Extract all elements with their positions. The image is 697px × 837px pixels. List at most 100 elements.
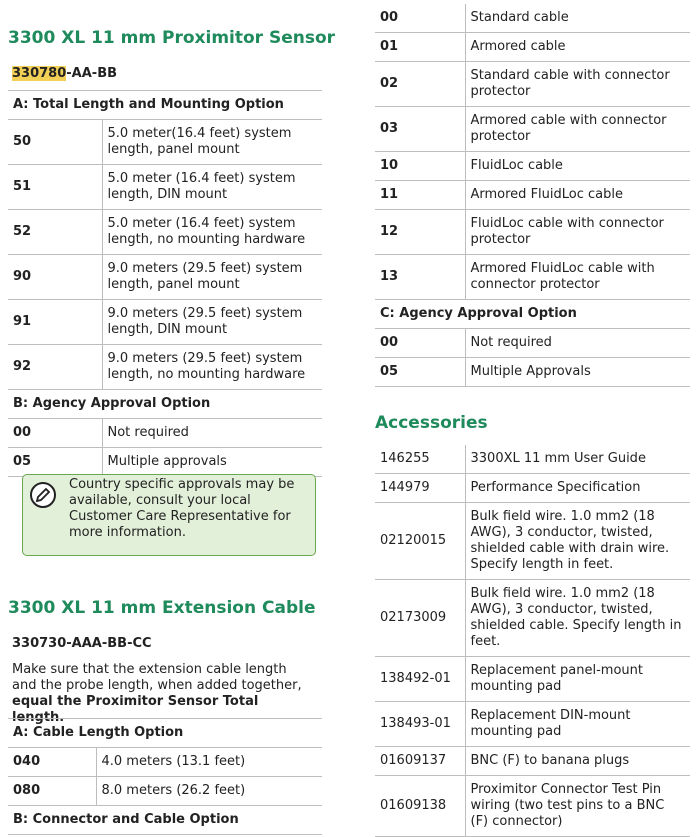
pencil-icon [30, 482, 56, 508]
code: 080 [8, 776, 97, 806]
code: 040 [8, 747, 97, 777]
code: 01609138 [375, 775, 466, 837]
row: 52 5.0 meter (16.4 feet) system length, n… [8, 209, 322, 255]
row: 05 Multiple Approvals [375, 357, 690, 387]
code: 02120015 [375, 502, 466, 580]
code: 138492-01 [375, 656, 466, 702]
table: A: Cable Length Option 040 4.0 meters (13.… [8, 718, 323, 835]
part-rest: -AA-BB [66, 66, 118, 81]
description: Performance Specification [465, 473, 690, 503]
intro-text: Make sure that the extension cable lengt… [12, 662, 302, 693]
row: 02173009 Bulk field wire. 1.0 mm2 (18 AWG… [375, 579, 690, 657]
part-number: 330780-AA-BB [12, 66, 117, 81]
description: Standard cable with connector protector [465, 61, 690, 107]
description: Armored cable with connector protector [465, 106, 690, 152]
row: 13 Armored FluidLoc cable with connector … [375, 254, 690, 300]
heading-row: A: Total Length and Mounting Option [8, 90, 322, 120]
heading: C: Agency Approval Option [375, 299, 690, 329]
code: 50 [8, 119, 103, 165]
code: 51 [8, 164, 103, 210]
description: Proximitor Connector Test Pin wiring (tw… [465, 775, 690, 837]
code: 91 [8, 299, 103, 345]
description: Armored FluidLoc cable with connector pr… [465, 254, 690, 300]
note-text: Country specific approvals may be availa… [69, 477, 295, 540]
row: 50 5.0 meter(16.4 feet) system length, pa… [8, 119, 322, 165]
description: Not required [465, 328, 690, 358]
row: 05 Multiple approvals [8, 447, 322, 477]
row: 11 Armored FluidLoc cable [375, 180, 690, 210]
section-title: Accessories [375, 413, 488, 433]
description: 3300XL 11 mm User Guide [465, 445, 690, 474]
row: 91 9.0 meters (29.5 feet) system length, … [8, 299, 322, 345]
row: 040 4.0 meters (13.1 feet) [8, 747, 323, 777]
tbody: A: Total Length and Mounting Option 50 5.0… [8, 90, 322, 477]
description: Bulk field wire. 1.0 mm2 (18 AWG), 3 con… [465, 579, 690, 657]
row: 146255 3300XL 11 mm User Guide [375, 445, 690, 474]
code: 144979 [375, 473, 466, 503]
row: 00 Not required [8, 418, 322, 448]
note-box: Country specific approvals may be availa… [22, 474, 316, 556]
row: 138492-01 Replacement panel-mount mountin… [375, 656, 690, 702]
heading-row: B: Agency Approval Option [8, 389, 322, 419]
code: 10 [375, 151, 466, 181]
option-tables: 00 Standard cable 01 Armored cable 02 Standar… [375, 4, 690, 387]
description: 5.0 meter(16.4 feet) system length, pane… [102, 119, 322, 165]
code: 01 [375, 32, 466, 62]
description: 5.0 meter (16.4 feet) system length, no … [102, 209, 322, 255]
intro: Make sure that the extension cable lengt… [12, 662, 312, 726]
description: Replacement DIN-mount mounting pad [465, 701, 690, 747]
description: Multiple Approvals [465, 357, 690, 387]
description: 9.0 meters (29.5 feet) system length, no… [102, 344, 322, 390]
code: 90 [8, 254, 103, 300]
row: 12 FluidLoc cable with connector protecto… [375, 209, 690, 255]
tbody: 146255 3300XL 11 mm User Guide 144979 Perfo… [375, 445, 690, 837]
description: Armored cable [465, 32, 690, 62]
code: 52 [8, 209, 103, 255]
description: 5.0 meter (16.4 feet) system length, DIN… [102, 164, 322, 210]
row: 90 9.0 meters (29.5 feet) system length, … [8, 254, 322, 300]
code: 01609137 [375, 746, 466, 776]
description: 4.0 meters (13.1 feet) [96, 747, 323, 777]
table: 00 Standard cable 01 Armored cable 02 Standar… [375, 4, 690, 387]
row: 92 9.0 meters (29.5 feet) system length, … [8, 344, 322, 390]
code: 146255 [375, 445, 466, 474]
heading-row: A: Cable Length Option [8, 718, 323, 748]
option-tables: A: Cable Length Option 040 4.0 meters (13.… [8, 718, 323, 835]
accessory-table: 146255 3300XL 11 mm User Guide 144979 Perfo… [375, 445, 690, 837]
description: FluidLoc cable [465, 151, 690, 181]
code: 11 [375, 180, 466, 210]
description: 9.0 meters (29.5 feet) system length, pa… [102, 254, 322, 300]
row: 138493-01 Replacement DIN-mount mounting … [375, 701, 690, 747]
tbody: A: Cable Length Option 040 4.0 meters (13.… [8, 718, 323, 835]
description: Armored FluidLoc cable [465, 180, 690, 210]
code: 05 [375, 357, 466, 387]
row: 00 Not required [375, 328, 690, 358]
description: Standard cable [465, 4, 690, 33]
description: 8.0 meters (26.2 feet) [96, 776, 323, 806]
row: 51 5.0 meter (16.4 feet) system length, D… [8, 164, 322, 210]
tbody: 00 Standard cable 01 Armored cable 02 Standar… [375, 4, 690, 387]
heading: B: Agency Approval Option [8, 389, 322, 419]
code: 00 [375, 4, 466, 33]
row: 03 Armored cable with connector protector [375, 106, 690, 152]
heading-row: C: Agency Approval Option [375, 299, 690, 329]
row: 02 Standard cable with connector protecto… [375, 61, 690, 107]
code: 00 [375, 328, 466, 358]
heading: A: Total Length and Mounting Option [8, 90, 322, 120]
description: 9.0 meters (29.5 feet) system length, DI… [102, 299, 322, 345]
code: 12 [375, 209, 466, 255]
row: 01609137 BNC (F) to banana plugs [375, 746, 690, 776]
code: 02173009 [375, 579, 466, 657]
row: 01 Armored cable [375, 32, 690, 62]
row: 00 Standard cable [375, 4, 690, 33]
row: 02120015 Bulk field wire. 1.0 mm2 (18 AWG… [375, 502, 690, 580]
row: 144979 Performance Specification [375, 473, 690, 503]
code: 05 [8, 447, 103, 477]
code: 03 [375, 106, 466, 152]
code: 00 [8, 418, 103, 448]
heading-row: B: Connector and Cable Option [8, 805, 323, 835]
table: A: Total Length and Mounting Option 50 5.0… [8, 90, 322, 477]
description: FluidLoc cable with connector protector [465, 209, 690, 255]
code: 13 [375, 254, 466, 300]
